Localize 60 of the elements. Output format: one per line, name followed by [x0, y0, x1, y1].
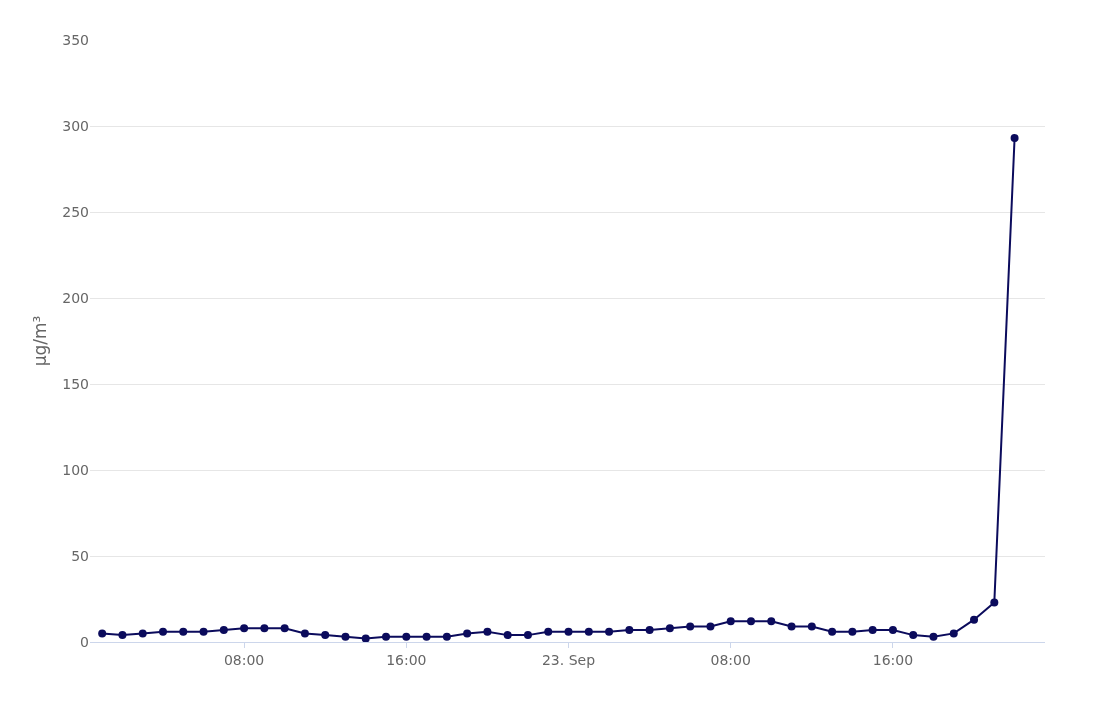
point — [442, 632, 451, 641]
point — [280, 624, 289, 633]
point — [686, 622, 695, 631]
point — [706, 622, 715, 631]
y-tick-label: 150 — [62, 375, 89, 392]
point — [158, 627, 167, 636]
point — [767, 617, 776, 626]
point — [888, 625, 897, 634]
point — [990, 598, 999, 607]
y-tick-label: 350 — [62, 31, 89, 48]
point — [483, 627, 492, 636]
point — [645, 625, 654, 634]
y-tick-label: 0 — [80, 633, 89, 650]
point — [422, 632, 431, 641]
x-tick-label: 08:00 — [710, 651, 751, 668]
point — [807, 622, 816, 631]
point — [949, 629, 958, 638]
point — [98, 629, 107, 638]
point — [1010, 134, 1019, 143]
point — [503, 631, 512, 640]
point — [382, 632, 391, 641]
y-axis-title: µg/m³ — [30, 315, 50, 367]
x-tick-label: 08:00 — [223, 651, 265, 668]
point — [138, 629, 147, 638]
point — [544, 627, 553, 636]
point — [321, 631, 330, 640]
point — [787, 622, 796, 631]
point — [361, 634, 370, 642]
point — [726, 617, 735, 626]
y-tick-label: 200 — [62, 289, 89, 306]
point — [260, 624, 269, 633]
point — [402, 632, 411, 641]
point — [300, 629, 309, 638]
point — [828, 627, 837, 636]
point — [523, 631, 532, 640]
point — [564, 627, 573, 636]
y-tick-label: 50 — [71, 547, 89, 564]
point — [747, 617, 755, 626]
point — [341, 632, 350, 641]
x-tick-label: 16:00 — [872, 651, 914, 668]
x-tick-label: 16:00 — [386, 651, 427, 668]
point — [199, 627, 208, 636]
point — [909, 631, 918, 640]
point — [179, 627, 188, 636]
point — [605, 627, 614, 636]
y-tick-label: 100 — [62, 461, 89, 478]
y-tick-label: 250 — [62, 203, 89, 220]
point — [463, 629, 472, 638]
point — [848, 627, 857, 636]
point — [970, 615, 979, 624]
point — [584, 627, 593, 636]
point — [625, 625, 634, 634]
point — [219, 625, 228, 634]
y-tick-label: 300 — [62, 117, 89, 134]
point — [118, 631, 127, 640]
point — [929, 632, 938, 641]
x-tick-label: 23. Sep — [541, 651, 596, 668]
point — [868, 625, 877, 634]
point — [665, 624, 674, 633]
point — [240, 624, 249, 633]
